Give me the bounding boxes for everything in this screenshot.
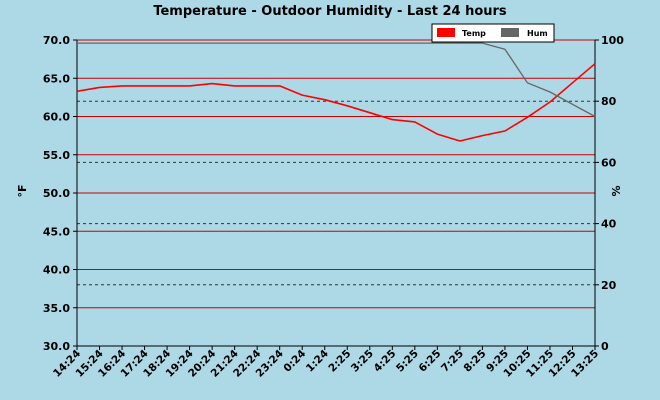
chart-title: Temperature - Outdoor Humidity - Last 24… <box>153 4 507 19</box>
x-tick-label: 8:25 <box>462 348 489 375</box>
x-tick-label: 3:25 <box>349 348 376 375</box>
y-axis-label-right: % <box>610 185 623 196</box>
legend-label-temp: Temp <box>462 29 486 38</box>
y-tick-label-left: 35.0 <box>43 302 70 315</box>
legend-label-hum: Hum <box>527 29 548 38</box>
x-tick-label: 7:25 <box>439 348 466 375</box>
y-tick-label-left: 50.0 <box>43 187 70 200</box>
y-tick-label-left: 70.0 <box>43 34 70 47</box>
y-tick-label-left: 60.0 <box>43 111 70 124</box>
y-tick-label-left: 30.0 <box>43 340 70 353</box>
series-line-hum <box>77 42 596 118</box>
y-tick-label-right: 20 <box>601 279 617 292</box>
y-tick-label-right: 60 <box>601 156 617 169</box>
y-tick-label-left: 45.0 <box>43 225 70 238</box>
legend-swatch-hum <box>501 28 519 37</box>
x-tick-label: 1:24 <box>304 348 331 375</box>
y-tick-label-right: 40 <box>601 218 617 231</box>
x-tick-label: 5:25 <box>394 348 421 375</box>
series-line-temp <box>76 63 596 142</box>
y-axis-label-left: °F <box>16 184 29 197</box>
legend-box <box>431 23 555 43</box>
y-tick-label-right: 80 <box>601 95 617 108</box>
y-tick-label-left: 55.0 <box>43 149 70 162</box>
legend-swatch-temp <box>437 28 455 37</box>
x-tick-label: 6:25 <box>417 348 444 375</box>
x-tick-label: 2:25 <box>326 348 353 375</box>
legend: Temp Hum <box>431 23 555 43</box>
y-tick-label-right: 100 <box>601 34 624 47</box>
x-tick-label: 0:24 <box>281 348 308 375</box>
y-tick-label-right: 0 <box>601 340 609 353</box>
y-tick-label-left: 40.0 <box>43 264 70 277</box>
series-layer <box>76 42 596 142</box>
x-tick-label: 4:25 <box>371 348 398 375</box>
y-tick-label-left: 65.0 <box>43 72 70 85</box>
